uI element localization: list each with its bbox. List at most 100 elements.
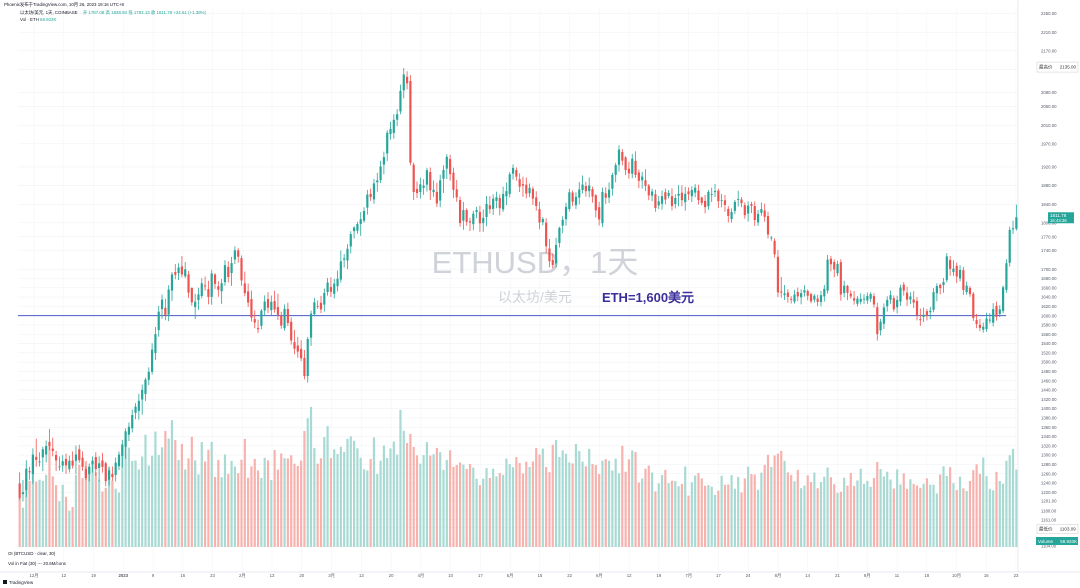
volume-bar (833, 484, 836, 547)
volume-bar (94, 472, 97, 547)
volume-bar (545, 467, 548, 547)
volume-bar (876, 461, 879, 547)
volume-bar (578, 450, 581, 547)
price-tick-label: 1580.00 (1041, 323, 1057, 328)
volume-bar (581, 461, 584, 547)
volume-bar (177, 459, 180, 547)
candle-body (223, 265, 227, 283)
volume-bar (707, 485, 710, 547)
candle-body (829, 258, 833, 265)
candle-body (604, 193, 607, 198)
price-tick-label: 1161.00 (1041, 517, 1057, 522)
candle-body (561, 219, 564, 226)
price-tick-label: 2250.00 (1041, 11, 1057, 16)
time-tick-label: 8月 (775, 573, 782, 579)
volume-bar (48, 445, 51, 547)
indicator-subtitle[interactable]: Vol in Fiat (30) --- 20.6M/cons (8, 561, 67, 566)
candle-body (793, 294, 796, 302)
volume-bar (598, 474, 601, 547)
candle-body (816, 298, 819, 302)
volume-bar (144, 434, 147, 547)
time-tick-label: 13 (359, 573, 364, 578)
candle-body (376, 180, 379, 183)
price-tick-label: 1340.00 (1041, 434, 1057, 439)
candle-body (237, 250, 240, 257)
volume-bar (290, 455, 293, 547)
volume-bar (243, 438, 246, 547)
candle-body (720, 200, 723, 202)
volume-bar (389, 448, 392, 547)
candle-body (879, 321, 882, 331)
legend[interactable]: Phoenix发布于TradingView.com, 10月 26, 2023 … (4, 1, 207, 22)
volume-bar (392, 441, 395, 547)
volume-bar (306, 418, 309, 547)
volume-bar (230, 460, 233, 547)
candle-body (694, 187, 697, 193)
volume-bar (909, 479, 912, 547)
candle-body (107, 470, 111, 480)
time-tick-label: 17 (478, 573, 483, 578)
volume-bar (654, 491, 657, 547)
candle-body (919, 319, 922, 321)
candle-body (515, 170, 518, 177)
symbol-line[interactable]: 以太坊/美元, 1天, COINBASE 开 1787.08 高 1838.93… (20, 9, 207, 16)
price-axis[interactable]: 1104.001121.001144.001161.001180.001201.… (1017, 0, 1080, 572)
candle-body (607, 189, 611, 198)
volume-bar (38, 479, 41, 547)
tradingview-logo[interactable]: TradingView (3, 580, 34, 585)
candle-body (902, 284, 905, 291)
volume-bar (346, 438, 349, 547)
volume-bar (839, 491, 842, 547)
candle-body (992, 309, 995, 323)
candle-body (641, 176, 644, 181)
volume-bar (240, 459, 243, 547)
volume-bar (31, 457, 34, 547)
candle-body (458, 200, 462, 224)
candle-body (144, 379, 147, 394)
candle-body (872, 296, 876, 305)
volume-bar (800, 488, 803, 547)
candle-body (217, 286, 220, 290)
candle-body (475, 210, 478, 213)
volume-bar (200, 442, 203, 547)
volume-bar (300, 460, 303, 547)
candle-body (21, 492, 25, 495)
volume-bar (134, 460, 137, 547)
volume-bar (703, 485, 707, 547)
price-tick-label: 1560.00 (1041, 332, 1057, 337)
candle-body (634, 160, 637, 175)
volume-bar (879, 469, 882, 547)
volume-line[interactable]: Vol · ETH 58.933K (20, 17, 56, 22)
indicator-legend[interactable]: OI (BTCUSD · clear, 30) Vol in Fiat (30)… (8, 551, 67, 566)
volume-bar (147, 465, 150, 547)
volume-bar (502, 474, 505, 547)
volume-bar (915, 485, 919, 547)
volume-tag-value: 58.933K (1060, 539, 1077, 544)
candle-body (409, 80, 412, 163)
candle-body (141, 389, 144, 400)
price-tick-label: 1620.00 (1041, 304, 1057, 309)
volume-bar (382, 445, 385, 547)
volume-bar (402, 430, 405, 547)
volume-bar (713, 494, 717, 547)
volume-bar (664, 469, 667, 547)
volume-bar (710, 486, 713, 547)
candle-body (710, 194, 713, 195)
svg-text:Volume 58.933K: Volume 58.933K (1038, 539, 1077, 544)
volume-bar (475, 478, 478, 547)
candle-body (270, 301, 273, 311)
candle-body (664, 192, 667, 200)
watermark-subtitle: 以太坊/美元 (498, 289, 572, 305)
volume-bar (760, 472, 763, 547)
candle-body (750, 204, 753, 206)
volume-bar (892, 488, 895, 547)
candle-body (935, 286, 938, 294)
candle-body (74, 454, 78, 461)
volume-bar (843, 477, 846, 547)
time-axis[interactable]: 12月 12 19 2023 9 16 23 2月 13 20 3月 13 20 4月 10 17 5月 15 22… (0, 571, 1080, 579)
candle-body (594, 195, 597, 211)
indicator-title[interactable]: OI (BTCUSD · clear, 30) (8, 551, 56, 556)
time-tick-label: 23 (210, 573, 215, 578)
volume-tag: Volume 58.933K (1036, 537, 1078, 545)
